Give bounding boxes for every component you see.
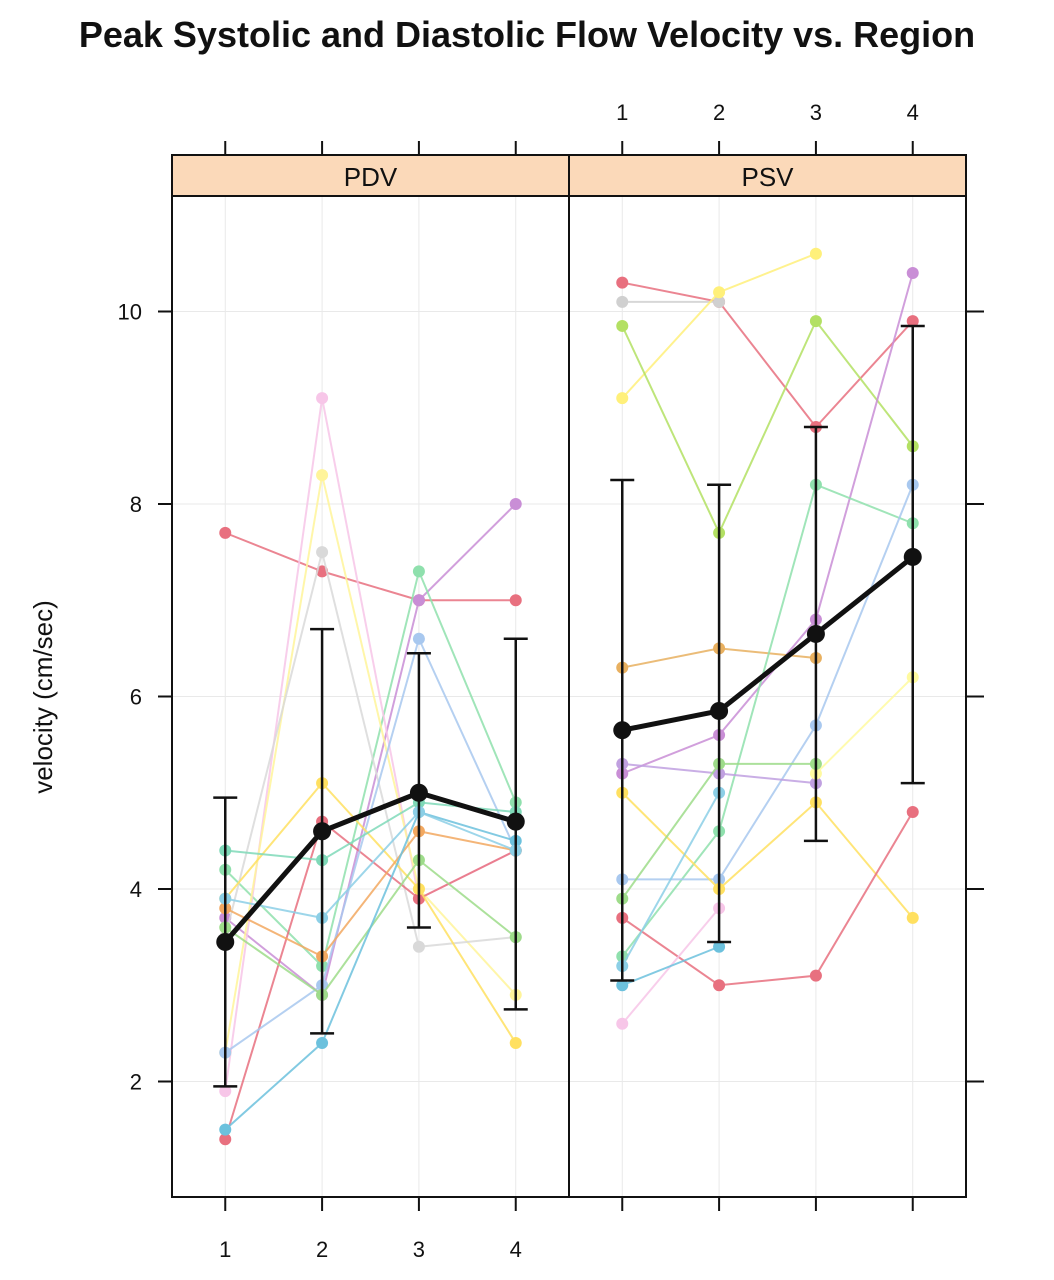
x-tick-label-top: 3 <box>810 100 822 125</box>
pdv-series-line-3 <box>224 568 517 968</box>
x-tick-label-bottom: 4 <box>510 1237 522 1262</box>
psv-mean-point <box>613 721 632 740</box>
pdv-series-line-1 <box>224 531 516 602</box>
pdv-series-point <box>219 1133 232 1146</box>
pdv-series-point <box>509 498 522 510</box>
mean-layer <box>213 324 925 1088</box>
pdv-series-point <box>412 632 425 645</box>
pdv-series-point <box>412 594 425 607</box>
pdv-series-line-2 <box>224 503 517 997</box>
x-tick-label-bottom: 3 <box>413 1237 425 1262</box>
psv-series-line-14 <box>621 945 720 987</box>
psv-series-point <box>616 276 629 289</box>
psv-series-point <box>809 247 822 260</box>
pdv-series-point <box>412 565 425 578</box>
x-tick-label-top: 4 <box>907 100 919 125</box>
pdv-series-line-13 <box>224 810 517 1131</box>
pdv-series-line-4 <box>224 397 517 1092</box>
psv-strip-label: PSV <box>741 162 794 192</box>
label-layer: PDV PSV 1 2 3 4 1 2 3 4 2 4 6 8 10 <box>118 100 919 1262</box>
psv-series-point <box>713 286 726 299</box>
psv-series-line-12 <box>621 811 914 987</box>
pdv-mean-point <box>216 932 235 951</box>
pdv-series-point <box>316 392 329 405</box>
pdv-series-line-9 <box>224 781 517 1044</box>
psv-series-line-8 <box>622 484 914 881</box>
pdv-series-point <box>412 940 425 953</box>
pdv-series-point <box>219 1123 232 1136</box>
pdv-series-line-7 <box>224 819 517 1140</box>
x-tick-label-top: 2 <box>713 100 725 125</box>
y-tick-label: 6 <box>130 685 142 710</box>
psv-series-line-4 <box>621 319 914 536</box>
psv-series-point <box>906 267 919 279</box>
psv-mean-line <box>621 554 915 733</box>
pdv-mean-point <box>409 783 428 802</box>
psv-series-point <box>616 979 629 992</box>
pdv-mean-line <box>223 790 517 944</box>
pdv-series-point <box>316 1037 329 1049</box>
y-tick-label: 10 <box>118 300 142 325</box>
x-tick-label-bottom: 2 <box>316 1237 328 1262</box>
psv-mean-point <box>806 624 825 643</box>
y-tick-label: 4 <box>130 877 142 902</box>
psv-series-line-5 <box>621 272 914 775</box>
psv-series-point <box>906 806 919 818</box>
psv-series-point <box>809 315 822 328</box>
psv-mean-point <box>710 701 729 720</box>
pdv-mean-point <box>313 822 332 841</box>
psv-series-point <box>906 315 919 328</box>
y-axis-label: velocity (cm/sec) <box>28 600 58 794</box>
psv-series-point <box>616 392 629 405</box>
psv-mean-point <box>903 547 922 566</box>
y-tick-label: 8 <box>130 492 142 517</box>
pdv-strip-label: PDV <box>344 162 398 192</box>
pdv-series-point <box>219 1085 232 1098</box>
psv-series-point <box>809 969 822 982</box>
psv-series-line-15 <box>621 792 720 967</box>
psv-series-line-10 <box>621 792 914 919</box>
psv-series-line-7 <box>621 483 914 957</box>
psv-series-line-11 <box>815 676 914 775</box>
pdv-series-line-14 <box>225 810 517 919</box>
psv-series-point <box>616 1017 629 1030</box>
psv-series-point <box>616 319 629 332</box>
psv-series-point <box>906 911 919 924</box>
psv-series-point <box>713 940 726 953</box>
x-tick-label-top: 1 <box>616 100 628 125</box>
pdv-series-line-6 <box>224 551 516 948</box>
series-layer <box>219 247 919 1146</box>
pdv-strip <box>171 154 570 197</box>
x-tick-label-bottom: 1 <box>219 1237 231 1262</box>
psv-series-point <box>713 295 726 308</box>
pdv-series-point <box>316 546 329 559</box>
y-tick-label: 2 <box>130 1070 142 1095</box>
pdv-series-point <box>509 594 522 607</box>
pdv-series-line-11 <box>224 830 516 958</box>
pdv-series-point <box>219 526 232 539</box>
psv-series-point <box>713 979 726 992</box>
pdv-mean-point <box>506 812 525 831</box>
chart-title: Peak Systolic and Diastolic Flow Velocit… <box>78 14 976 55</box>
pdv-series-point <box>509 1037 522 1049</box>
psv-series-point <box>616 295 629 308</box>
pdv-series-point <box>316 469 329 482</box>
psv-series-line-1 <box>622 281 914 429</box>
frame-layer <box>158 141 984 1211</box>
